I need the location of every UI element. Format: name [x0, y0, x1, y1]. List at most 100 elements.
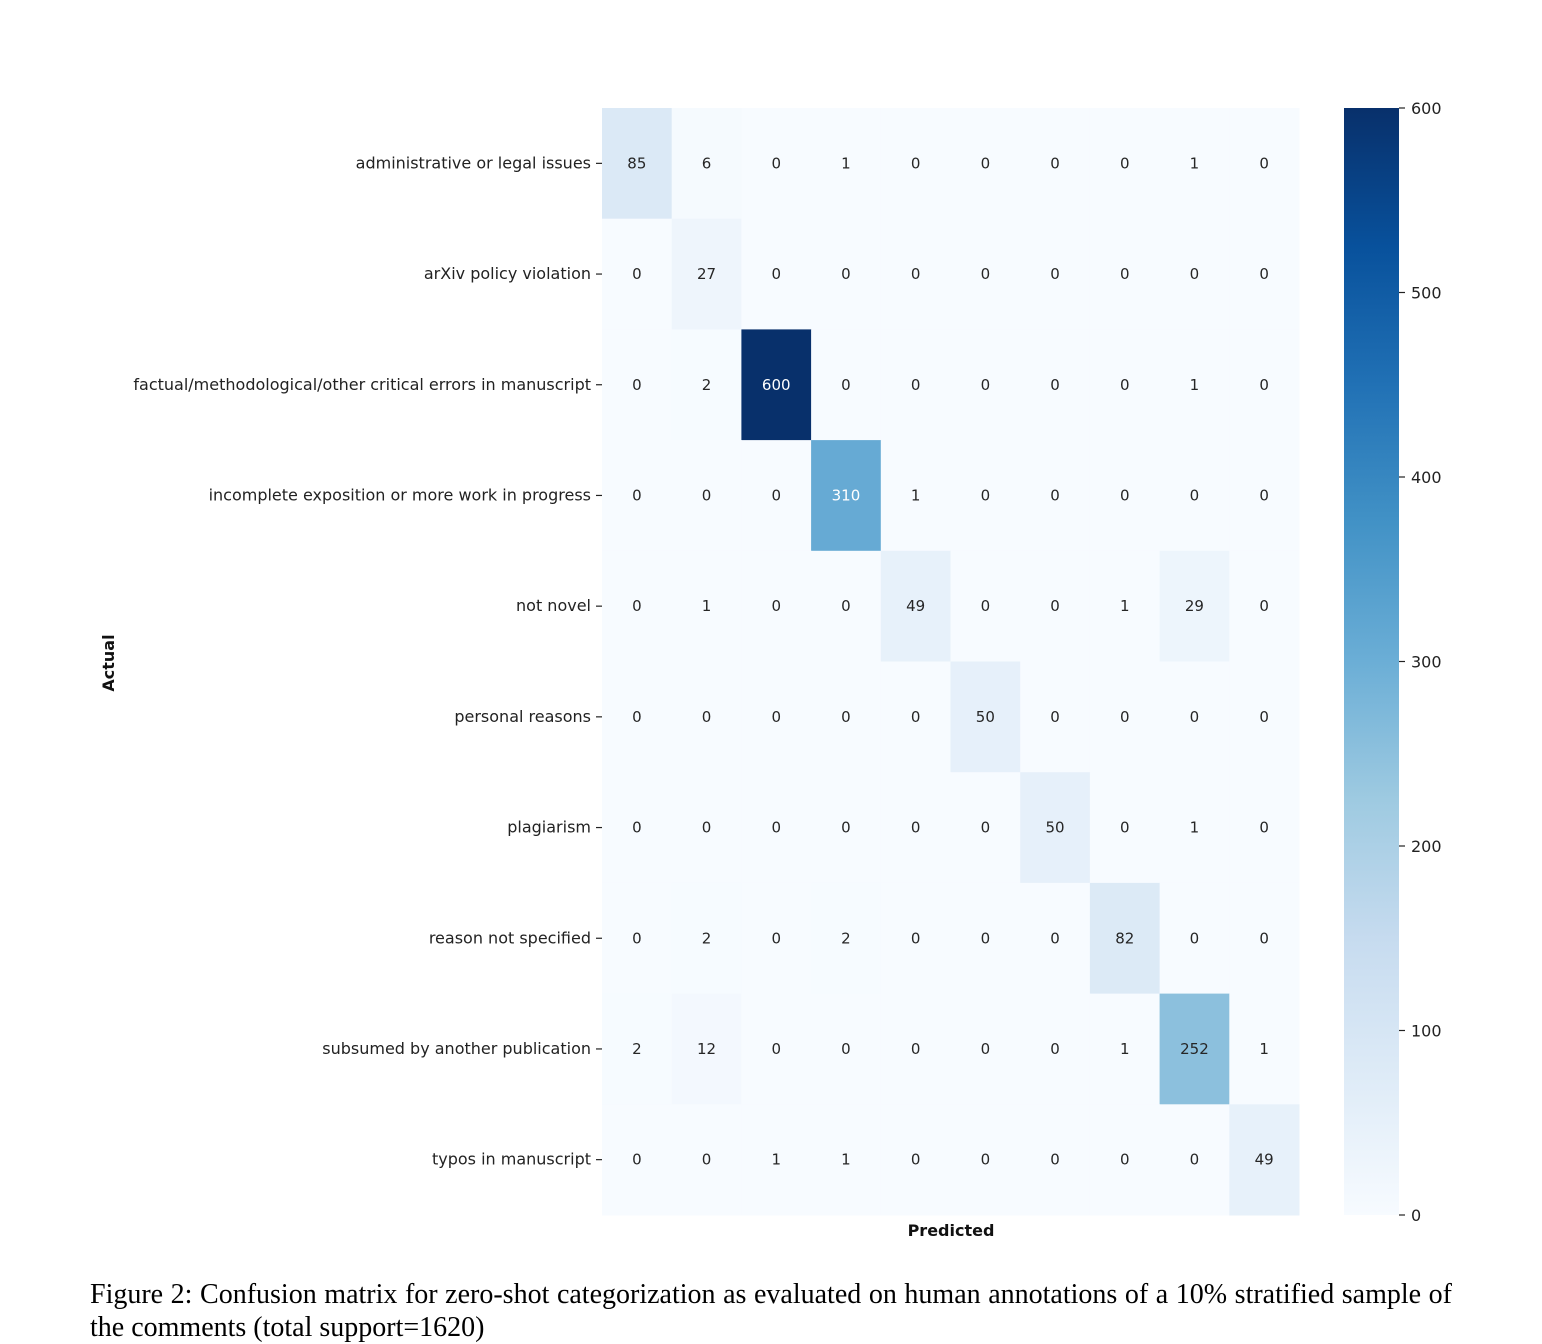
- heatmap-cell-label: 0: [1120, 376, 1130, 394]
- heatmap-cell: [1159, 661, 1230, 773]
- heatmap-cell-label: 50: [1046, 819, 1065, 837]
- colorbar-tick-label: 400: [1411, 468, 1442, 487]
- y-axis-tick-label: arXiv policy violation: [424, 264, 591, 283]
- heatmap-cell-label: 0: [981, 265, 991, 283]
- heatmap-cell-label: 1: [702, 597, 712, 615]
- heatmap-cell-label: 0: [702, 486, 712, 504]
- heatmap-cell: [950, 440, 1021, 552]
- heatmap-cell: [811, 882, 882, 995]
- heatmap-cell: [602, 108, 673, 220]
- heatmap-cell-label: 0: [981, 1151, 991, 1169]
- heatmap-cell: [811, 661, 882, 773]
- heatmap-cell: [1159, 440, 1230, 552]
- heatmap-cell: [1229, 772, 1300, 884]
- heatmap-cell: [602, 882, 673, 995]
- heatmap-cell: [950, 218, 1021, 330]
- heatmap-cell-label: 0: [771, 1040, 781, 1058]
- heatmap-cell: [880, 661, 951, 773]
- heatmap-cell-label: 0: [1050, 265, 1060, 283]
- heatmap-cell-label: 6: [702, 154, 712, 172]
- heatmap-cell: [880, 882, 951, 995]
- heatmap-cell-label: 0: [841, 265, 851, 283]
- heatmap-cell: [741, 108, 812, 220]
- heatmap-cell: [1020, 218, 1091, 330]
- heatmap-cell-label: 0: [632, 708, 642, 726]
- heatmap-cell-label: 0: [911, 929, 921, 947]
- heatmap-cell-label: 12: [697, 1040, 716, 1058]
- heatmap-cell: [1229, 108, 1300, 220]
- heatmap-cell-label: 50: [976, 708, 995, 726]
- heatmap-cell-label: 0: [1050, 1040, 1060, 1058]
- heatmap-cell: [880, 218, 951, 330]
- colorbar-tick-label: 100: [1411, 1022, 1442, 1041]
- heatmap-cell-label: 0: [1120, 819, 1130, 837]
- colorbar-tick-label: 300: [1411, 653, 1442, 672]
- heatmap-cell: [671, 661, 742, 773]
- heatmap-cell: [880, 440, 951, 552]
- heatmap-cell: [950, 993, 1021, 1105]
- heatmap-cell-label: 0: [632, 265, 642, 283]
- heatmap-cell-label: 0: [1259, 154, 1269, 172]
- heatmap-cell: [602, 661, 673, 773]
- heatmap-cell-label: 0: [1190, 1151, 1200, 1169]
- colorbar-ticks: 0 100 200 300 400 500 600: [1399, 99, 1442, 1225]
- heatmap-cell: [671, 772, 742, 884]
- heatmap-cell-label: 0: [1259, 929, 1269, 947]
- heatmap-cell-label: 0: [911, 376, 921, 394]
- heatmap-cell: [1159, 108, 1230, 220]
- y-axis-tick-label: not novel: [516, 596, 591, 615]
- heatmap-cell-label: 1: [1120, 1040, 1130, 1058]
- heatmap-cell-label: 1: [841, 1151, 851, 1169]
- heatmap-cell-label: 0: [981, 597, 991, 615]
- heatmap-cell-label: 0: [981, 486, 991, 504]
- heatmap-cell: [1020, 661, 1091, 773]
- heatmap-cell-label: 0: [911, 154, 921, 172]
- heatmap-cell-label: 0: [632, 819, 642, 837]
- heatmap-cell-label: 0: [1259, 708, 1269, 726]
- heatmap-cell: [741, 772, 812, 884]
- heatmap-cell: [1229, 1104, 1300, 1216]
- heatmap-cell-label: 0: [841, 376, 851, 394]
- colorbar-tick-label: 200: [1411, 837, 1442, 856]
- heatmap-cell: [1159, 882, 1230, 995]
- heatmap-cell-label: 0: [771, 819, 781, 837]
- heatmap-cell: [1159, 993, 1230, 1105]
- heatmap-cell: [950, 661, 1021, 773]
- heatmap-cell: [950, 882, 1021, 995]
- heatmap-cell: [1089, 108, 1161, 220]
- y-axis-tick-label: reason not specified: [429, 928, 591, 947]
- heatmap-cell: [1159, 550, 1230, 662]
- heatmap-cell-label: 0: [1190, 486, 1200, 504]
- heatmap-cell: [741, 218, 812, 330]
- heatmap-cell: [602, 993, 673, 1105]
- heatmap-cell-label: 0: [771, 597, 781, 615]
- heatmap-cell: [1089, 993, 1161, 1105]
- heatmap-cell: [1089, 1104, 1161, 1216]
- heatmap-cell: [811, 772, 882, 884]
- colorbar: [1344, 108, 1399, 1215]
- heatmap-cell: [950, 550, 1021, 662]
- heatmap-cell: [880, 108, 951, 220]
- heatmap-cell-label: 0: [702, 819, 712, 837]
- heatmap-cell-label: 27: [697, 265, 716, 283]
- heatmap-cell: [1229, 329, 1300, 441]
- heatmap-cell-label: 0: [1190, 929, 1200, 947]
- heatmap-cell-label: 0: [911, 1040, 921, 1058]
- heatmap-cell: [741, 440, 812, 552]
- heatmap-cell-label: 2: [632, 1040, 642, 1058]
- heatmap-cell-label: 0: [1050, 154, 1060, 172]
- heatmap-cell: [811, 108, 882, 220]
- heatmap-cell-label: 29: [1185, 597, 1204, 615]
- heatmap-cell: [1020, 440, 1091, 552]
- heatmap-cell-label: 0: [1120, 1151, 1130, 1169]
- heatmap-cell: [1020, 108, 1091, 220]
- heatmap-cell-label: 0: [1259, 819, 1269, 837]
- heatmap-cell-label: 0: [632, 929, 642, 947]
- heatmap-cell: [811, 1104, 882, 1216]
- heatmap-cell-label: 0: [1050, 597, 1060, 615]
- heatmap-cell-label: 0: [1050, 486, 1060, 504]
- heatmap-cell: [811, 440, 882, 552]
- heatmap-cell: [671, 440, 742, 552]
- heatmap-cell-label: 0: [841, 1040, 851, 1058]
- heatmap-cell: [1229, 661, 1300, 773]
